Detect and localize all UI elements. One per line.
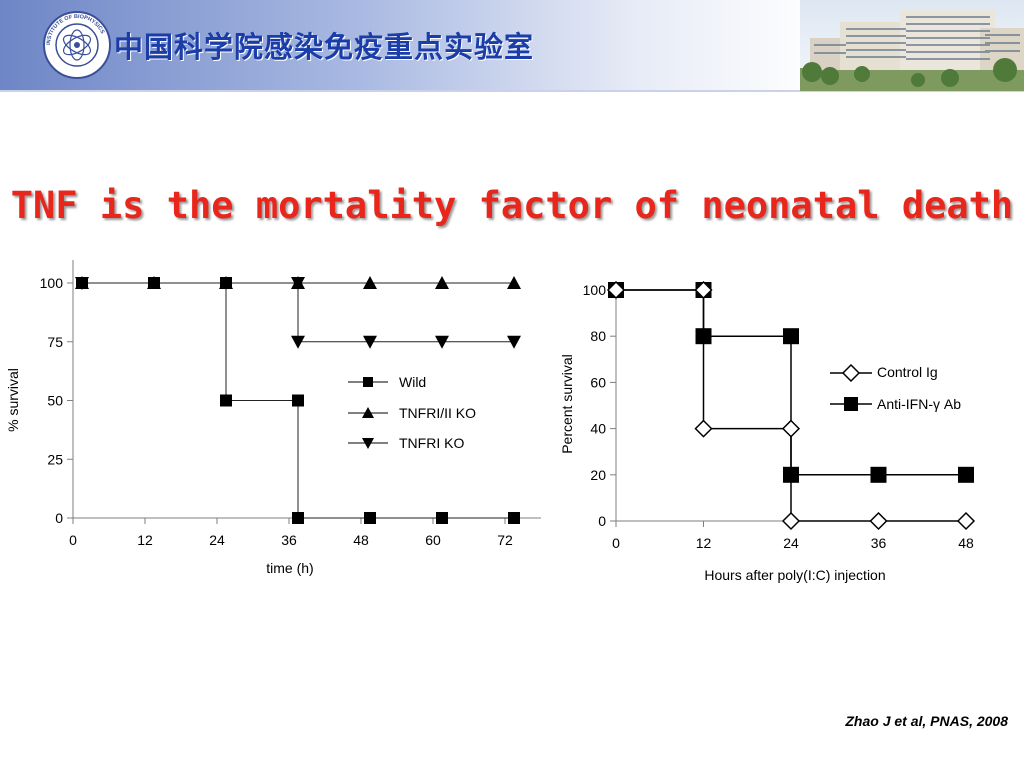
x-tick-label: 60 (425, 532, 441, 548)
x-tick-label: 48 (958, 535, 974, 551)
y-tick-label: 100 (583, 282, 607, 298)
institute-logo: INSTITUTE OF BIOPHYSICS (43, 11, 111, 79)
data-point (219, 276, 233, 289)
data-point (956, 511, 976, 531)
x-tick-label: 0 (612, 535, 620, 551)
data-point (958, 466, 974, 483)
data-point (783, 328, 799, 345)
x-tick-label: 48 (353, 532, 369, 548)
legend: Wild TNFRI/II KO TNFRI KO (348, 374, 476, 451)
x-tick-label: 36 (871, 535, 887, 551)
x-tick-label: 24 (209, 532, 225, 548)
y-tick-label: 0 (55, 510, 63, 526)
legend: Control Ig Anti-IFN-γ Ab (830, 363, 961, 412)
series-line-tnfri-ko (82, 282, 514, 343)
data-point (507, 276, 521, 289)
data-point (435, 335, 449, 349)
data-point (695, 328, 712, 345)
data-point (291, 277, 305, 290)
y-axis-label: % survival (5, 368, 21, 432)
data-point (75, 277, 89, 290)
data-point (694, 419, 713, 438)
x-axis-label: Hours after poly(I:C) injection (704, 567, 885, 583)
data-point (781, 419, 801, 438)
x-tick-label: 72 (497, 532, 513, 548)
x-tick-label: 24 (783, 535, 799, 551)
x-tick-label: 12 (137, 532, 153, 548)
legend-marker-diamond (841, 363, 861, 383)
data-point (783, 466, 799, 483)
data-point (363, 276, 377, 289)
y-tick-label: 0 (598, 513, 606, 529)
y-tick-label: 75 (47, 334, 63, 350)
legend-label-wild: Wild (399, 374, 426, 390)
chart-right-survival: 0 20 40 60 80 100 0 12 24 36 48 Hours after poly(… (559, 280, 976, 583)
legend-marker-triangle-up (362, 407, 374, 418)
data-point (606, 280, 626, 300)
legend-label-tnfri-ii-ko: TNFRI/II KO (399, 405, 476, 421)
citation: Zhao J et al, PNAS, 2008 (845, 713, 1008, 729)
data-point (435, 276, 449, 289)
data-point (436, 512, 448, 524)
data-point (292, 394, 304, 407)
header-divider (0, 90, 1024, 92)
data-point (364, 512, 376, 524)
data-point (781, 511, 801, 531)
lab-name: 中国科学院感染免疫重点实验室 (114, 30, 535, 64)
y-tick-label: 100 (40, 275, 64, 291)
slide-title: TNF is the mortality factor of neonatal … (10, 184, 1014, 227)
data-point (363, 335, 377, 349)
data-point (694, 280, 713, 300)
y-tick-label: 50 (47, 393, 63, 409)
y-tick-label: 25 (47, 451, 63, 467)
legend-marker-square (363, 377, 373, 387)
data-point (508, 512, 520, 524)
legend-marker-square (844, 397, 858, 411)
data-point (292, 512, 304, 524)
y-tick-label: 20 (590, 467, 606, 483)
x-tick-label: 12 (696, 535, 712, 551)
chart-left-survival: 0 25 50 75 100 0 12 24 36 48 60 72 time (h) % surv… (5, 260, 541, 576)
y-axis-label: Percent survival (559, 354, 575, 454)
x-tick-label: 0 (69, 532, 77, 548)
legend-label-control-ig: Control Ig (877, 364, 938, 380)
data-point (507, 335, 521, 349)
data-point (220, 394, 232, 407)
legend-label-tnfri-ko: TNFRI KO (399, 435, 464, 451)
legend-label-anti-ifn-gamma: Anti-IFN-γ Ab (877, 396, 961, 412)
data-point (147, 276, 161, 289)
legend-marker-triangle-down (362, 438, 374, 449)
data-point (291, 335, 305, 349)
data-point (870, 466, 887, 483)
x-axis-label: time (h) (266, 560, 313, 576)
building-photo (800, 0, 1024, 91)
y-tick-label: 40 (590, 421, 606, 437)
data-point (869, 511, 888, 531)
y-tick-label: 60 (590, 374, 606, 390)
y-tick-label: 80 (590, 328, 606, 344)
x-tick-label: 36 (281, 532, 297, 548)
